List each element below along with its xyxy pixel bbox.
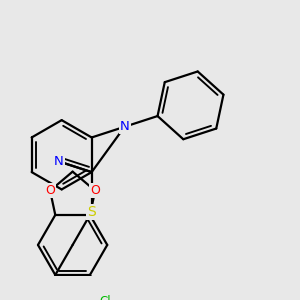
Text: N: N [54,155,64,168]
Text: N: N [120,120,130,133]
Text: O: O [45,184,55,197]
Text: O: O [90,184,100,197]
Text: S: S [87,205,96,219]
Text: Cl: Cl [100,296,111,300]
